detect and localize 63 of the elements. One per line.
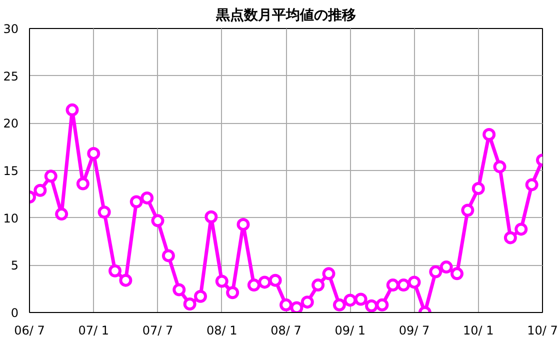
point xyxy=(151,214,164,228)
y-tick-label: 20 xyxy=(3,116,19,131)
point xyxy=(344,294,357,307)
point xyxy=(162,249,175,262)
point xyxy=(194,290,207,303)
x-tick-label: 06/ 7 xyxy=(14,324,45,338)
point xyxy=(204,210,218,224)
x-tick-label: 08/ 7 xyxy=(270,324,302,338)
point xyxy=(66,103,79,116)
point xyxy=(408,276,421,289)
point xyxy=(504,231,517,244)
x-tick-label: 07/ 1 xyxy=(78,324,110,338)
point xyxy=(76,177,90,190)
point xyxy=(322,267,336,280)
x-tick-label: 10/ 1 xyxy=(462,324,494,338)
point xyxy=(300,296,314,309)
y-tick-label: 30 xyxy=(3,22,19,36)
point xyxy=(236,218,250,231)
point xyxy=(440,260,453,274)
point xyxy=(312,278,325,292)
point xyxy=(450,267,464,280)
point xyxy=(365,299,378,312)
y-tick-label: 15 xyxy=(3,164,19,178)
point xyxy=(354,292,368,306)
x-tick-label: 09/ 1 xyxy=(334,324,366,338)
point xyxy=(268,274,282,287)
point xyxy=(226,286,240,300)
point xyxy=(332,298,346,312)
point xyxy=(215,274,228,288)
point xyxy=(183,297,196,310)
y-tick-label: 10 xyxy=(3,211,19,226)
x-tick-label: 07/ 7 xyxy=(142,324,174,338)
point xyxy=(397,278,410,292)
x-tick-label: 09/ 7 xyxy=(398,324,430,338)
point xyxy=(525,178,538,192)
point xyxy=(108,264,122,278)
point xyxy=(98,206,111,219)
point xyxy=(119,274,132,287)
y-tick-label: 25 xyxy=(3,69,19,84)
point xyxy=(247,278,260,292)
point xyxy=(290,301,304,312)
point xyxy=(482,128,496,142)
point xyxy=(472,182,485,195)
point xyxy=(172,283,186,296)
point xyxy=(130,195,143,208)
point xyxy=(429,265,442,278)
chart-title: 黒点数月平均値の推移 xyxy=(215,8,356,24)
point xyxy=(376,298,389,312)
point xyxy=(55,208,68,221)
point xyxy=(514,222,528,236)
point xyxy=(87,146,100,160)
point xyxy=(140,191,154,204)
point xyxy=(280,298,292,312)
x-tick-label: 10/ 7 xyxy=(527,324,558,338)
y-tick-label: 5 xyxy=(10,258,19,273)
point xyxy=(258,276,272,289)
point xyxy=(34,184,47,197)
point xyxy=(461,204,474,217)
point xyxy=(493,160,506,174)
y-tick-label: 0 xyxy=(10,306,19,320)
point xyxy=(386,278,400,292)
point xyxy=(44,170,58,183)
x-tick-label: 08/ 1 xyxy=(206,324,238,338)
